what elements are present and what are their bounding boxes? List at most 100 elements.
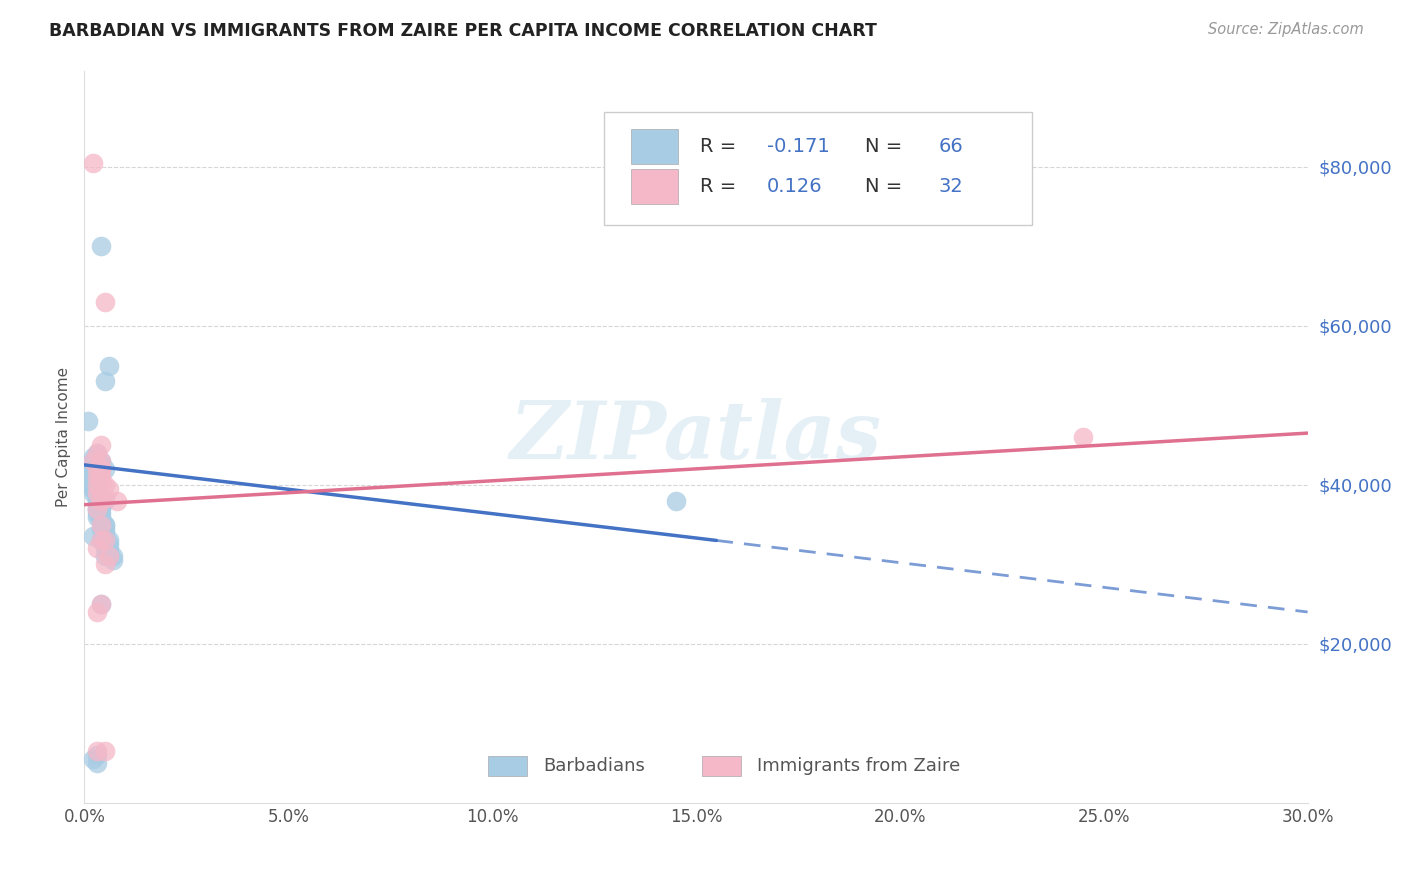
Point bbox=[77, 466, 100, 480]
Point bbox=[86, 501, 108, 516]
Point bbox=[93, 529, 115, 543]
Point bbox=[105, 493, 128, 508]
Point bbox=[93, 525, 115, 540]
Point bbox=[86, 477, 108, 491]
Point bbox=[86, 450, 108, 464]
Point bbox=[82, 482, 104, 496]
FancyBboxPatch shape bbox=[631, 129, 678, 164]
Point bbox=[86, 466, 108, 480]
Point bbox=[77, 414, 100, 428]
Point bbox=[101, 553, 124, 567]
Point bbox=[86, 470, 108, 484]
FancyBboxPatch shape bbox=[488, 756, 527, 776]
Point bbox=[82, 477, 104, 491]
Point bbox=[97, 545, 120, 559]
Point bbox=[90, 462, 112, 476]
Text: 66: 66 bbox=[938, 137, 963, 156]
Point bbox=[93, 493, 115, 508]
Point bbox=[90, 458, 112, 472]
Point bbox=[90, 454, 112, 468]
Point bbox=[97, 482, 120, 496]
Point bbox=[86, 493, 108, 508]
Point bbox=[86, 744, 108, 758]
Text: R =: R = bbox=[700, 177, 742, 195]
Text: R =: R = bbox=[700, 137, 742, 156]
Point bbox=[82, 485, 104, 500]
Point bbox=[97, 541, 120, 556]
FancyBboxPatch shape bbox=[631, 169, 678, 203]
Point bbox=[97, 537, 120, 551]
Point bbox=[77, 466, 100, 480]
Point bbox=[86, 501, 108, 516]
Point bbox=[82, 474, 104, 488]
Point bbox=[97, 549, 120, 564]
Point bbox=[93, 541, 115, 556]
Point bbox=[93, 549, 115, 564]
Point bbox=[82, 454, 104, 468]
Point bbox=[86, 446, 108, 460]
Point bbox=[90, 474, 112, 488]
Point bbox=[82, 466, 104, 480]
Point bbox=[86, 462, 108, 476]
Point bbox=[90, 239, 112, 253]
Point bbox=[82, 482, 104, 496]
Point bbox=[93, 533, 115, 548]
Point bbox=[90, 485, 112, 500]
Point bbox=[82, 454, 104, 468]
Point bbox=[86, 470, 108, 484]
Point bbox=[82, 450, 104, 464]
Point bbox=[93, 462, 115, 476]
Point bbox=[82, 155, 104, 169]
Y-axis label: Per Capita Income: Per Capita Income bbox=[56, 367, 72, 508]
Point bbox=[90, 493, 112, 508]
Point bbox=[86, 748, 108, 763]
Point bbox=[90, 597, 112, 611]
Point bbox=[82, 477, 104, 491]
Point bbox=[82, 462, 104, 476]
Point bbox=[90, 521, 112, 535]
Point bbox=[82, 752, 104, 766]
Point bbox=[86, 454, 108, 468]
Point bbox=[86, 509, 108, 524]
Point bbox=[101, 549, 124, 564]
Point bbox=[93, 375, 115, 389]
Point bbox=[90, 501, 112, 516]
Point bbox=[93, 517, 115, 532]
Text: 0.126: 0.126 bbox=[766, 177, 823, 195]
Text: N =: N = bbox=[865, 137, 908, 156]
Text: -0.171: -0.171 bbox=[766, 137, 830, 156]
Point bbox=[90, 517, 112, 532]
Point bbox=[93, 490, 115, 504]
Text: 32: 32 bbox=[938, 177, 963, 195]
Point bbox=[86, 501, 108, 516]
Text: Source: ZipAtlas.com: Source: ZipAtlas.com bbox=[1208, 22, 1364, 37]
Point bbox=[1073, 430, 1095, 444]
Point bbox=[90, 454, 112, 468]
Text: ZIPatlas: ZIPatlas bbox=[510, 399, 882, 475]
Text: N =: N = bbox=[865, 177, 908, 195]
Point bbox=[93, 521, 115, 535]
Point bbox=[86, 756, 108, 770]
Point bbox=[90, 498, 112, 512]
FancyBboxPatch shape bbox=[605, 112, 1032, 225]
Point bbox=[93, 558, 115, 572]
Point bbox=[90, 438, 112, 452]
Point bbox=[86, 490, 108, 504]
Point bbox=[97, 533, 120, 548]
Point bbox=[82, 474, 104, 488]
Point bbox=[90, 462, 112, 476]
Point bbox=[93, 294, 115, 309]
Text: BARBADIAN VS IMMIGRANTS FROM ZAIRE PER CAPITA INCOME CORRELATION CHART: BARBADIAN VS IMMIGRANTS FROM ZAIRE PER C… bbox=[49, 22, 877, 40]
Point bbox=[86, 485, 108, 500]
Text: Immigrants from Zaire: Immigrants from Zaire bbox=[758, 757, 960, 775]
Point bbox=[90, 514, 112, 528]
Point bbox=[90, 509, 112, 524]
Point bbox=[93, 477, 115, 491]
FancyBboxPatch shape bbox=[702, 756, 741, 776]
Point bbox=[86, 605, 108, 619]
Point bbox=[82, 529, 104, 543]
Point bbox=[90, 597, 112, 611]
Point bbox=[90, 493, 112, 508]
Point bbox=[93, 744, 115, 758]
Point bbox=[86, 446, 108, 460]
